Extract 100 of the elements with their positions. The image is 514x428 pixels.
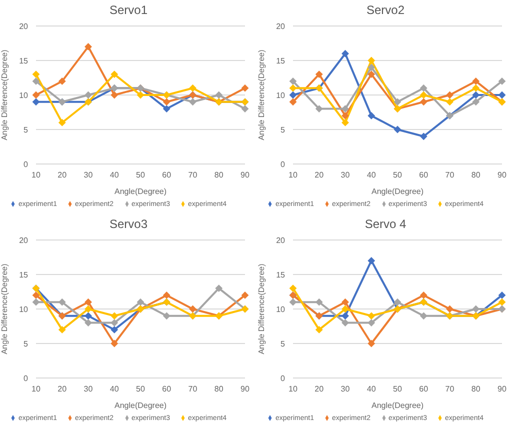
chart-title: Servo 4 [364, 216, 408, 233]
chart-title: Servo1 [108, 2, 149, 19]
point [32, 98, 40, 106]
point [32, 298, 40, 306]
x-tick-label: 60 [162, 384, 172, 394]
y-tick-label: 20 [19, 236, 29, 245]
x-axis-title: Angle(Degree) [114, 401, 167, 410]
x-tick-label: 90 [240, 170, 250, 180]
point [316, 326, 323, 334]
point [446, 92, 454, 98]
point [368, 70, 375, 78]
point [420, 92, 428, 98]
x-tick-label: 30 [340, 384, 350, 394]
point [498, 292, 506, 299]
y-tick-label: 10 [19, 90, 29, 100]
point [394, 126, 401, 133]
x-tick-label: 20 [314, 170, 324, 180]
x-axis-title: Angle(Degree) [114, 187, 167, 196]
point [342, 50, 349, 58]
point [342, 112, 349, 120]
y-tick-label: 5 [280, 125, 286, 134]
point [189, 98, 196, 106]
x-tick-label: 10 [32, 384, 41, 394]
point [110, 92, 118, 98]
x-tick-label: 10 [288, 170, 298, 180]
x-tick-label: 40 [110, 384, 120, 394]
chart-title: Servo3 [108, 216, 149, 233]
point [420, 98, 428, 106]
y-axis-title: Angle Difference(Degree) [256, 263, 266, 354]
point [368, 340, 375, 347]
point [472, 98, 480, 106]
x-axis-title: Angle(Degree) [371, 401, 424, 410]
x-tick-label: 70 [445, 384, 455, 394]
y-tick-label: 15 [19, 56, 29, 66]
point [316, 105, 323, 112]
point [32, 78, 40, 85]
x-tick-label: 80 [214, 384, 224, 394]
point [163, 312, 170, 320]
x-tick-label: 40 [366, 384, 376, 394]
point [58, 326, 66, 334]
point [472, 92, 480, 98]
x-tick-label: 30 [84, 170, 94, 180]
point [368, 312, 375, 320]
y-tick-label: 5 [24, 339, 29, 348]
point [420, 292, 428, 299]
y-tick-label: 10 [276, 304, 286, 314]
y-tick-label: 15 [276, 56, 286, 66]
x-tick-label: 60 [162, 170, 172, 180]
point [368, 112, 375, 120]
y-tick-label: 5 [24, 125, 29, 134]
point [110, 70, 118, 78]
point [290, 84, 296, 92]
point [498, 298, 506, 306]
x-tick-label: 30 [84, 384, 94, 394]
point [342, 319, 349, 326]
x-tick-label: 90 [498, 170, 507, 180]
point [420, 312, 428, 320]
x-tick-label: 30 [340, 170, 350, 180]
point [32, 92, 40, 98]
point [368, 64, 375, 71]
y-tick-label: 20 [19, 22, 29, 31]
point [84, 92, 92, 98]
point [110, 312, 118, 320]
point [394, 98, 401, 106]
point [446, 306, 454, 312]
y-tick-label: 20 [276, 22, 286, 31]
y-tick-label: 10 [276, 90, 286, 100]
x-tick-label: 50 [136, 170, 146, 180]
point [84, 312, 92, 320]
point [316, 298, 323, 306]
point [84, 43, 92, 50]
x-tick-label: 80 [214, 170, 224, 180]
point [163, 98, 170, 106]
point [84, 306, 92, 312]
point [472, 78, 480, 85]
x-tick-label: 80 [471, 170, 481, 180]
point [32, 70, 40, 78]
x-tick-label: 70 [188, 170, 198, 180]
point [472, 306, 480, 312]
point [58, 298, 66, 306]
x-tick-label: 10 [288, 384, 298, 394]
point [58, 78, 66, 85]
point [368, 257, 375, 264]
x-tick-label: 90 [498, 384, 507, 394]
point [163, 292, 170, 299]
point [368, 57, 375, 64]
point [189, 84, 196, 92]
point [446, 98, 454, 106]
point [84, 298, 92, 306]
point [290, 98, 296, 106]
x-tick-label: 50 [136, 384, 146, 394]
point [368, 319, 375, 326]
x-tick-label: 70 [188, 384, 198, 394]
point [290, 92, 296, 98]
point [342, 105, 349, 112]
point [498, 92, 506, 98]
point [137, 298, 144, 306]
y-tick-label: 20 [276, 236, 286, 245]
x-tick-label: 20 [58, 384, 68, 394]
x-tick-label: 60 [419, 170, 429, 180]
